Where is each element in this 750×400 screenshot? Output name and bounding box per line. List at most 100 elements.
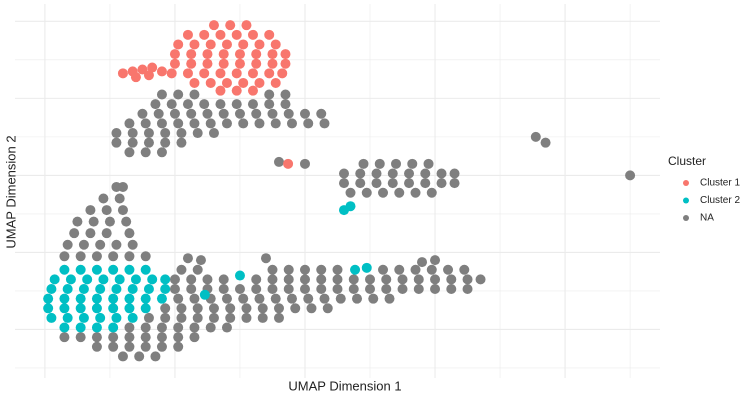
point bbox=[355, 168, 366, 179]
point bbox=[59, 264, 70, 275]
point bbox=[189, 332, 200, 343]
point bbox=[124, 264, 135, 275]
point bbox=[257, 303, 268, 314]
point bbox=[140, 147, 151, 158]
point bbox=[208, 20, 219, 31]
point bbox=[316, 284, 327, 295]
point bbox=[273, 156, 284, 167]
point bbox=[264, 68, 275, 79]
point bbox=[381, 274, 392, 285]
point bbox=[160, 303, 171, 314]
point bbox=[247, 99, 258, 110]
point bbox=[394, 187, 405, 198]
point bbox=[43, 303, 54, 314]
point bbox=[59, 303, 70, 314]
point bbox=[436, 168, 447, 179]
point bbox=[221, 322, 232, 333]
point bbox=[283, 264, 294, 275]
point bbox=[147, 62, 158, 73]
point bbox=[449, 168, 460, 179]
legend-swatch bbox=[683, 215, 689, 221]
point bbox=[361, 187, 372, 198]
point bbox=[339, 168, 350, 179]
point bbox=[368, 293, 379, 304]
point bbox=[257, 312, 268, 323]
point bbox=[215, 29, 226, 40]
point bbox=[108, 341, 119, 352]
point bbox=[280, 49, 291, 60]
point bbox=[108, 332, 119, 343]
point bbox=[251, 274, 262, 285]
point bbox=[75, 293, 86, 304]
point bbox=[117, 68, 128, 79]
point bbox=[182, 253, 193, 264]
point bbox=[446, 284, 457, 295]
point bbox=[169, 58, 180, 69]
point bbox=[202, 58, 213, 69]
point bbox=[319, 118, 330, 129]
point bbox=[62, 239, 73, 250]
point bbox=[124, 303, 135, 314]
point bbox=[391, 158, 402, 169]
point bbox=[264, 29, 275, 40]
point bbox=[215, 99, 226, 110]
point bbox=[332, 274, 343, 285]
point bbox=[625, 170, 636, 181]
point bbox=[283, 274, 294, 285]
point bbox=[75, 303, 86, 314]
point bbox=[267, 274, 278, 285]
point bbox=[387, 178, 398, 189]
point bbox=[273, 303, 284, 314]
point bbox=[475, 274, 486, 285]
point bbox=[108, 264, 119, 275]
point bbox=[101, 228, 112, 239]
point bbox=[286, 293, 297, 304]
point bbox=[156, 118, 167, 129]
point bbox=[160, 128, 171, 139]
point bbox=[111, 239, 122, 250]
point bbox=[378, 187, 389, 198]
point bbox=[176, 303, 187, 314]
point bbox=[166, 68, 177, 79]
point bbox=[234, 284, 245, 295]
point bbox=[85, 205, 96, 216]
point bbox=[410, 187, 421, 198]
point bbox=[134, 351, 145, 362]
point bbox=[205, 118, 216, 129]
point bbox=[462, 274, 473, 285]
point bbox=[156, 66, 167, 77]
point bbox=[140, 118, 151, 129]
point bbox=[459, 264, 470, 275]
point bbox=[348, 284, 359, 295]
point bbox=[397, 274, 408, 285]
point bbox=[299, 274, 310, 285]
point bbox=[78, 239, 89, 250]
point bbox=[169, 274, 180, 285]
point bbox=[420, 178, 431, 189]
point bbox=[182, 68, 193, 79]
point bbox=[251, 58, 262, 69]
point bbox=[137, 64, 148, 75]
point bbox=[192, 303, 203, 314]
point bbox=[156, 322, 167, 333]
point bbox=[332, 264, 343, 275]
point bbox=[91, 332, 102, 343]
point bbox=[231, 99, 242, 110]
point bbox=[449, 178, 460, 189]
point bbox=[124, 147, 135, 158]
legend-label: Cluster 1 bbox=[700, 178, 740, 189]
point bbox=[130, 72, 141, 83]
point bbox=[156, 89, 167, 100]
point bbox=[65, 274, 76, 285]
point bbox=[78, 284, 89, 295]
point bbox=[182, 29, 193, 40]
point bbox=[88, 216, 99, 227]
point bbox=[238, 293, 249, 304]
point bbox=[374, 158, 385, 169]
point bbox=[49, 274, 60, 285]
point bbox=[186, 274, 197, 285]
point bbox=[254, 39, 265, 50]
point bbox=[117, 181, 128, 192]
point bbox=[189, 118, 200, 129]
point bbox=[264, 89, 275, 100]
